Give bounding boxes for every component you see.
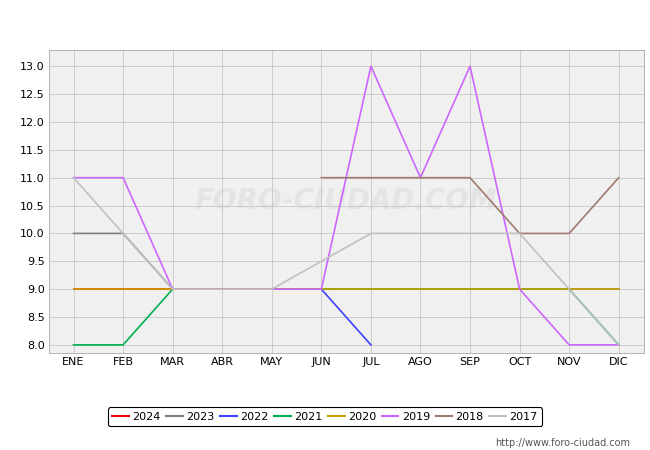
Text: FORO-CIUDAD.COM: FORO-CIUDAD.COM — [195, 187, 497, 216]
Text: Afiliados en Berberana a 31/5/2024: Afiliados en Berberana a 31/5/2024 — [178, 14, 472, 33]
Legend: 2024, 2023, 2022, 2021, 2020, 2019, 2018, 2017: 2024, 2023, 2022, 2021, 2020, 2019, 2018… — [108, 407, 542, 427]
Text: http://www.foro-ciudad.com: http://www.foro-ciudad.com — [495, 438, 630, 448]
